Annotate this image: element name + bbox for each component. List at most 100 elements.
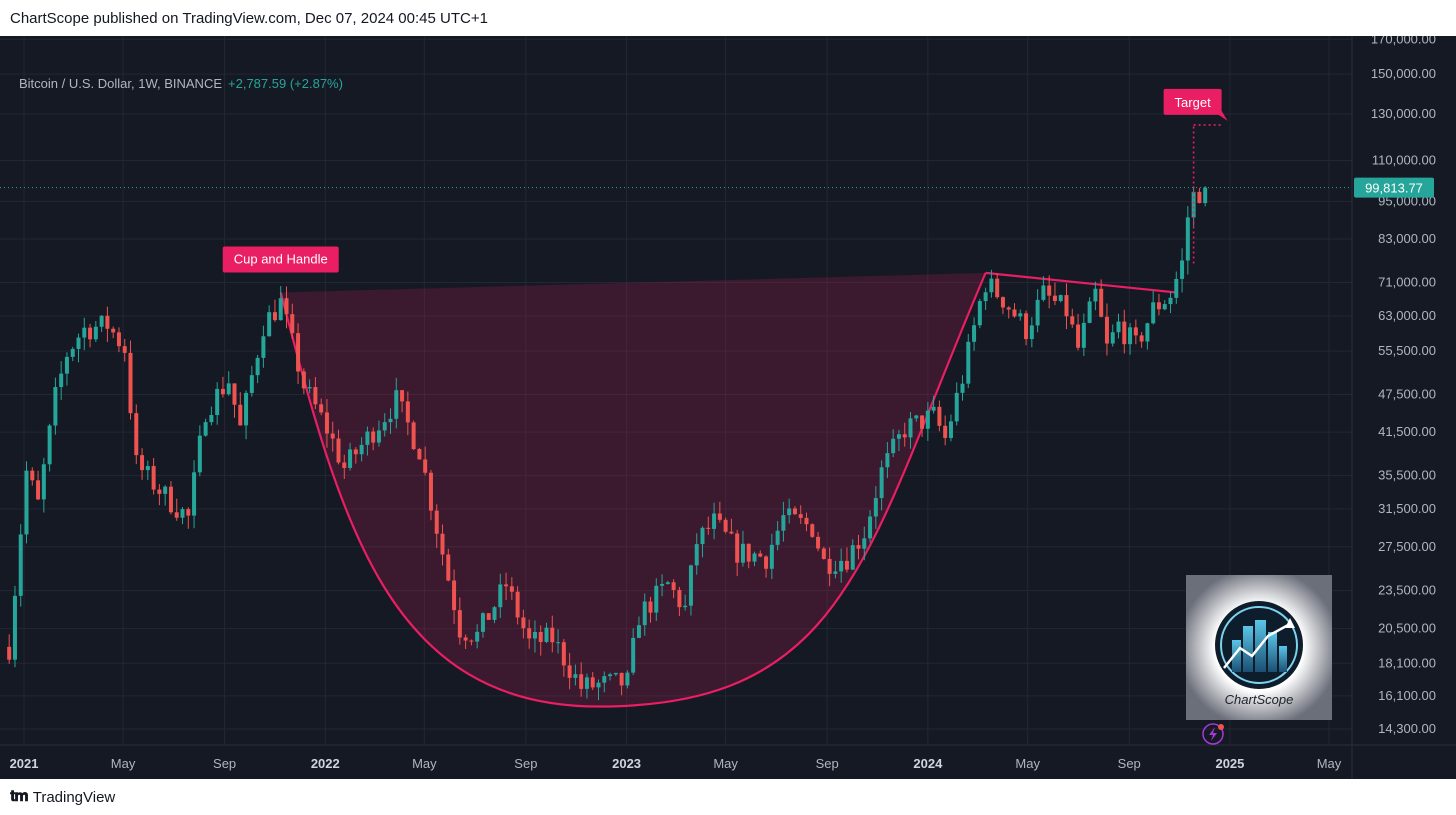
- y-tick-label: 27,500.00: [1378, 539, 1436, 554]
- candle-body: [1000, 297, 1005, 308]
- x-tick-label: Sep: [816, 756, 839, 771]
- candle-body: [758, 553, 763, 557]
- candle-body: [654, 585, 659, 613]
- x-tick-label: Sep: [1118, 756, 1141, 771]
- candle-body: [717, 513, 722, 520]
- candle-body: [839, 560, 844, 572]
- candle-body: [977, 301, 982, 326]
- candle-body: [1099, 288, 1104, 317]
- candle-body: [746, 543, 751, 562]
- price-chart[interactable]: Cup and Handle Target 170,000.00 150,000.0…: [0, 36, 1456, 779]
- candle-body: [220, 388, 225, 395]
- candle-body: [226, 383, 231, 395]
- candle-body: [1185, 217, 1190, 261]
- candle-body: [567, 665, 572, 678]
- candle-body: [151, 466, 156, 490]
- price-change: +2,787.59 (+2.87%): [228, 76, 343, 91]
- x-tick-label: 2021: [10, 756, 39, 771]
- x-tick-label: May: [713, 756, 738, 771]
- candle-body: [36, 480, 41, 500]
- candle-body: [844, 560, 849, 570]
- candle-body: [105, 315, 110, 329]
- candle-body: [729, 531, 734, 534]
- candle-body: [492, 607, 497, 620]
- candle-body: [550, 627, 555, 643]
- candle-body: [168, 486, 173, 513]
- candle-body: [116, 332, 121, 347]
- candle-body: [244, 392, 249, 426]
- y-tick-label: 16,100.00: [1378, 688, 1436, 703]
- candle-body: [1133, 327, 1138, 336]
- candle-body: [1191, 191, 1196, 218]
- candle-body: [752, 553, 757, 562]
- candle-body: [88, 327, 93, 340]
- x-tick-label: 2022: [311, 756, 340, 771]
- candle-body: [272, 312, 277, 321]
- candle-body: [723, 519, 728, 532]
- candle-body: [775, 530, 780, 545]
- candle-body: [359, 444, 364, 455]
- candle-body: [64, 356, 69, 374]
- candle-body: [1006, 307, 1011, 310]
- candle-body: [532, 632, 537, 639]
- candle-body: [694, 544, 699, 566]
- candle-body: [400, 390, 405, 402]
- candle-body: [538, 632, 543, 642]
- candle-body: [301, 371, 306, 389]
- cup-curve: [279, 272, 987, 708]
- y-tick-label: 150,000.00: [1371, 66, 1436, 81]
- candle-body: [925, 410, 930, 429]
- candle-body: [914, 415, 919, 419]
- lightning-icon[interactable]: [1202, 723, 1224, 745]
- candle-body: [59, 373, 64, 388]
- candle-body: [948, 421, 953, 438]
- y-tick-label: 130,000.00: [1371, 106, 1436, 121]
- candle-body: [972, 325, 977, 342]
- candle-body: [527, 628, 532, 639]
- candle-body: [764, 556, 769, 569]
- candle-body: [163, 486, 168, 494]
- candle-body: [1087, 301, 1092, 323]
- y-tick-label: 14,300.00: [1378, 721, 1436, 736]
- candle-body: [30, 470, 35, 481]
- candle-body: [12, 595, 17, 660]
- tradingview-logo[interactable]: 𝐭𝐦 TradingView: [10, 788, 115, 806]
- candle-body: [683, 605, 688, 608]
- candle-body: [1180, 260, 1185, 279]
- candle-body: [446, 554, 451, 581]
- candle-body: [174, 512, 179, 518]
- candle-body: [405, 401, 410, 423]
- candle-body: [868, 516, 873, 539]
- candle-body: [943, 425, 948, 438]
- candle-body: [706, 527, 711, 529]
- candle-body: [1104, 316, 1109, 344]
- candle-body: [954, 392, 959, 422]
- y-tick-label: 20,500.00: [1378, 621, 1436, 636]
- tradingview-icon: 𝐭𝐦: [10, 788, 29, 805]
- candle-body: [504, 584, 509, 587]
- candle-body: [642, 601, 647, 626]
- candle-body: [648, 601, 653, 613]
- candle-body: [319, 404, 324, 413]
- candle-body: [509, 586, 514, 592]
- candle-body: [18, 534, 23, 596]
- candle-body: [798, 514, 803, 518]
- candle-body: [1035, 299, 1040, 326]
- candle-body: [636, 625, 641, 638]
- candle-body: [804, 517, 809, 525]
- candle-body: [1064, 295, 1069, 317]
- candle-body: [1168, 297, 1173, 305]
- target-label-box: [1163, 88, 1222, 115]
- y-tick-label: 23,500.00: [1378, 583, 1436, 598]
- footer-logo-text: TradingView: [32, 788, 116, 806]
- y-tick-label: 31,500.00: [1378, 501, 1436, 516]
- candle-body: [284, 298, 289, 315]
- candle-body: [24, 470, 29, 535]
- chart-area[interactable]: Cup and Handle Target 170,000.00 150,000.0…: [0, 36, 1456, 779]
- tradingview-footer: 𝐭𝐦 TradingView: [0, 779, 1456, 815]
- candle-body: [122, 346, 127, 353]
- candle-body: [850, 545, 855, 570]
- candle-body: [342, 462, 347, 468]
- x-tick-label: May: [1317, 756, 1342, 771]
- x-tick-label: May: [1015, 756, 1040, 771]
